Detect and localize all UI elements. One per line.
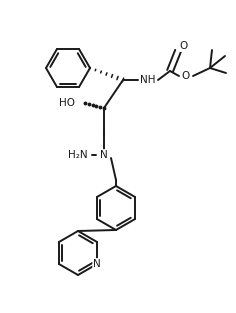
Text: O: O — [182, 71, 190, 81]
Text: N: N — [100, 150, 108, 160]
Text: O: O — [179, 41, 187, 51]
Text: N: N — [93, 259, 101, 269]
Text: NH: NH — [140, 75, 156, 85]
Text: HO: HO — [59, 98, 75, 108]
Text: H₂N: H₂N — [68, 150, 88, 160]
